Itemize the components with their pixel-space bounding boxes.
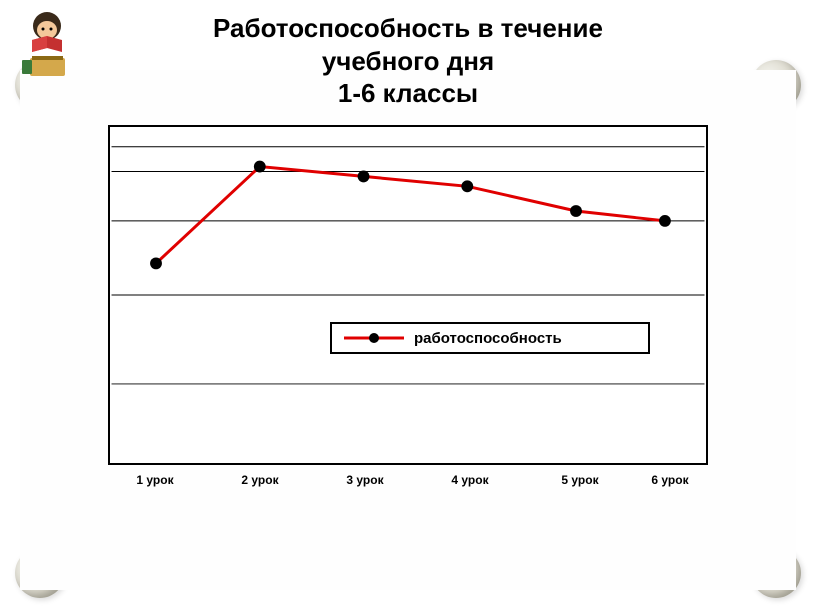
x-axis-label: 6 урок — [651, 473, 688, 487]
x-axis-label: 2 урок — [241, 473, 278, 487]
chart-svg — [110, 127, 706, 463]
title-line-3: 1-6 классы — [338, 78, 478, 108]
legend-line-sample — [344, 328, 404, 348]
title-line-2: учебного дня — [322, 46, 494, 76]
x-axis-label: 4 урок — [451, 473, 488, 487]
x-axis-label: 1 урок — [136, 473, 173, 487]
legend-text: работоспособность — [414, 330, 562, 347]
title-line-1: Работоспособность в течение — [213, 13, 603, 43]
performance-chart: работоспособность 1 урок2 урок3 урок4 ур… — [108, 125, 708, 465]
x-axis-label: 5 урок — [561, 473, 598, 487]
chart-legend: работоспособность — [330, 322, 650, 354]
x-axis-label: 3 урок — [346, 473, 383, 487]
student-reading-icon — [20, 8, 75, 78]
slide-title: Работоспособность в течение учебного дня… — [108, 12, 708, 110]
